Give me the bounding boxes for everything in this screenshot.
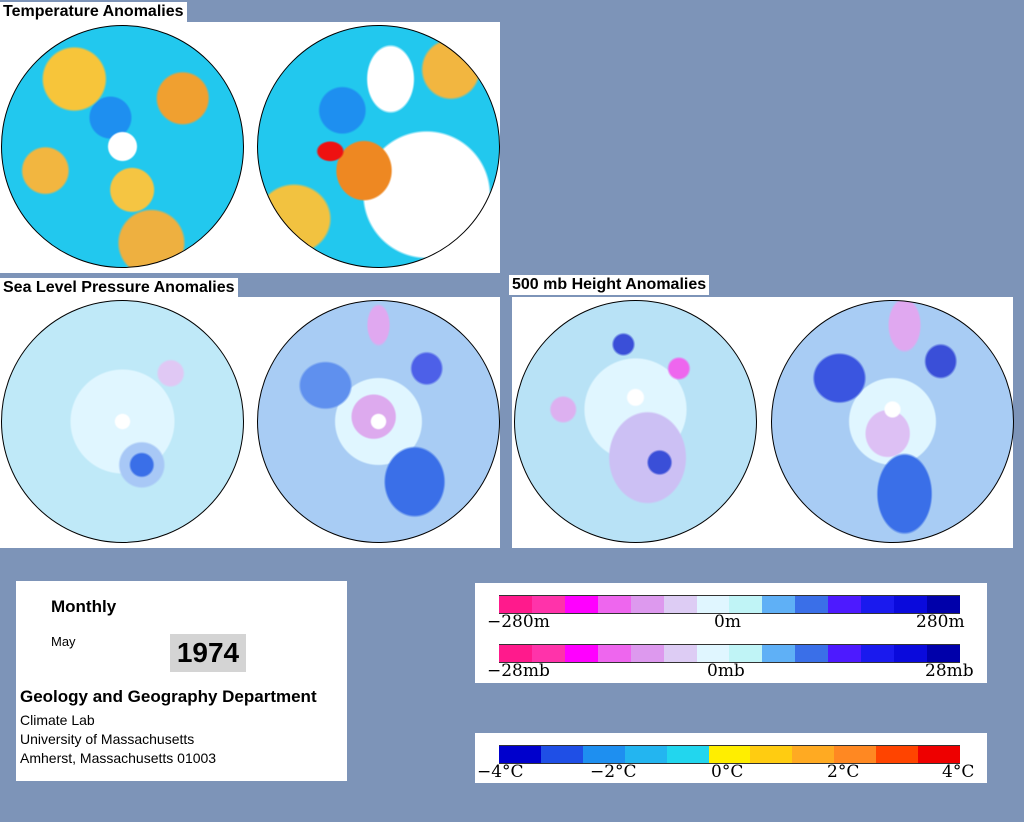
period-label: Monthly [51,597,117,616]
height-swatch-9 [795,596,829,613]
height500-globe-north [514,300,757,543]
pressure-colorbar [499,644,960,663]
pressure-center-label: 0mb [707,661,745,681]
height-swatch-7 [729,596,763,613]
temperature-colorbar [499,745,960,764]
temperature-globe-north [1,25,244,268]
height-swatch-8 [762,596,796,613]
pressure-swatch-11 [861,645,895,662]
temp-label-0: −4°C [477,762,524,782]
height-swatch-5 [663,596,697,613]
pressure-swatch-10 [828,645,862,662]
month-label: May [51,634,76,649]
temp-label-3: 2°C [827,762,860,782]
pressure-swatch-4 [630,645,664,662]
pressure-swatch-2 [564,645,598,662]
pressure-left-label: −28mb [487,661,550,681]
height-colorbar [499,595,960,614]
temperature-swatch-0 [499,746,541,763]
anomaly-legend: −280m 0m 280m −28mb 0mb 28mb [475,583,987,683]
height-swatch-1 [531,596,565,613]
height-center-label: 0m [714,612,741,632]
pressure-swatch-13 [926,645,960,662]
temperature-swatch-5 [708,746,751,763]
height-left-label: −280m [487,612,550,632]
temperature-swatch-2 [582,746,625,763]
height-swatch-6 [696,596,730,613]
temperature-swatch-4 [666,746,709,763]
temp-label-1: −2°C [590,762,637,782]
pressure-swatch-1 [531,645,565,662]
slp-globe-south [257,300,500,543]
height-swatch-11 [861,596,895,613]
height-swatch-3 [597,596,631,613]
info-box: Monthly May 1974 Geology and Geography D… [16,581,347,781]
temperature-swatch-9 [876,746,919,763]
height-swatch-12 [894,596,927,613]
pressure-swatch-12 [894,645,927,662]
temp-label-4: 4°C [942,762,975,782]
lab-label: Climate Lab [20,712,95,728]
address-label: Amherst, Massachusetts 01003 [20,750,217,766]
university-label: University of Massachusetts [20,731,195,747]
height-swatch-0 [499,596,532,613]
temperature-globe-south [257,25,500,268]
temperature-legend: −4°C −2°C 0°C 2°C 4°C [475,733,987,783]
pressure-swatch-0 [499,645,532,662]
year-label: 1974 [170,634,246,672]
temperature-swatch-7 [792,746,835,763]
pressure-swatch-8 [762,645,796,662]
temperature-swatch-1 [540,746,583,763]
slp-globe-north [1,300,244,543]
height-swatch-13 [926,596,960,613]
temperature-swatch-10 [918,746,960,763]
height-swatch-4 [630,596,664,613]
temperature-title: Temperature Anomalies [0,2,187,22]
pressure-swatch-3 [597,645,631,662]
height-swatch-10 [828,596,862,613]
pressure-swatch-6 [696,645,730,662]
pressure-swatch-7 [729,645,763,662]
temp-label-2: 0°C [711,762,744,782]
slp-title: Sea Level Pressure Anomalies [0,278,238,298]
temperature-swatch-3 [624,746,667,763]
height-right-label: 280m [916,612,965,632]
department-label: Geology and Geography Department [20,687,317,706]
temperature-swatch-8 [834,746,877,763]
height500-title: 500 mb Height Anomalies [509,275,710,295]
pressure-right-label: 28mb [925,661,974,681]
pressure-swatch-5 [663,645,697,662]
temperature-swatch-6 [750,746,793,763]
height500-globe-south [771,300,1014,543]
pressure-swatch-9 [795,645,829,662]
height-swatch-2 [564,596,598,613]
